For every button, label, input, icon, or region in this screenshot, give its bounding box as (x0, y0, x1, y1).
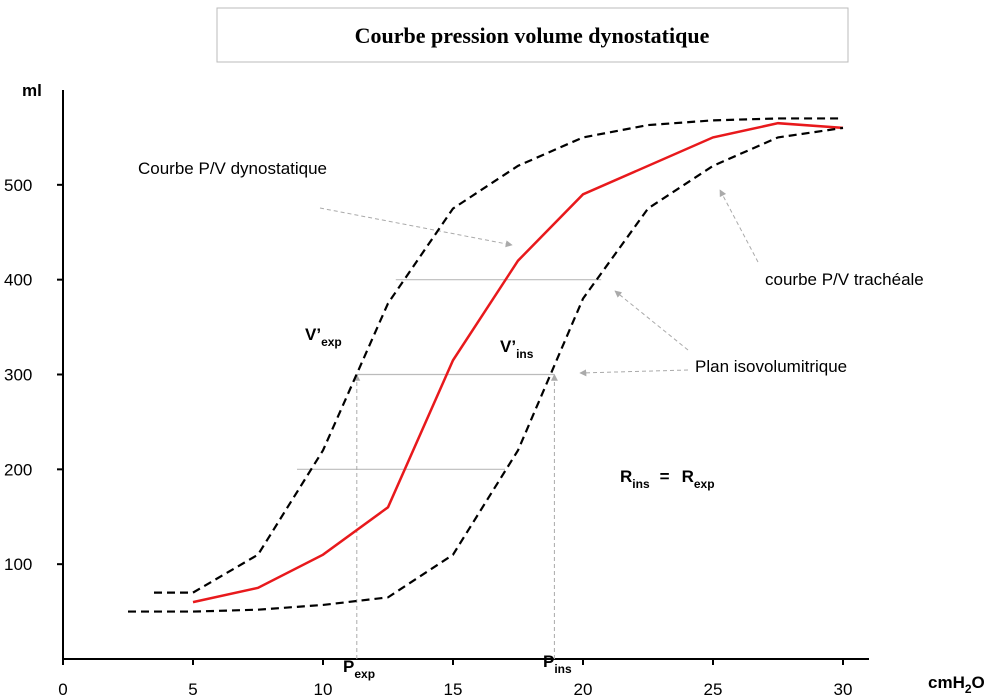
y-tick-label: 200 (4, 460, 32, 479)
x-tick-label: 5 (188, 680, 197, 697)
annotation: V’exp (305, 325, 342, 349)
annotation: courbe P/V trachéale (765, 270, 924, 289)
y-tick-label: 500 (4, 176, 32, 195)
chart-title: Courbe pression volume dynostatique (355, 23, 710, 48)
y-tick-label: 100 (4, 555, 32, 574)
x-tick-label: 0 (58, 680, 67, 697)
x-tick-label: 15 (444, 680, 463, 697)
annotation: Rins = Rexp (620, 467, 715, 491)
x-axis-label: cmH2O (928, 673, 985, 696)
arrow (579, 369, 689, 377)
annotation: Plan isovolumitrique (695, 357, 847, 376)
x-tick-label: 10 (314, 680, 333, 697)
y-tick-label: 400 (4, 271, 32, 290)
series-line (192, 121, 844, 604)
x-tick-label: 25 (704, 680, 723, 697)
annotation: Courbe P/V dynostatique (138, 159, 327, 178)
series-line (154, 117, 843, 594)
arrows (319, 189, 759, 377)
x-tick-label: 20 (574, 680, 593, 697)
arrow (614, 290, 689, 351)
y-tick-label: 300 (4, 366, 32, 385)
y-axis-label: ml (22, 81, 42, 100)
title-box (216, 7, 849, 63)
arrow (719, 189, 759, 263)
series-line (128, 126, 844, 613)
annotation: Pexp (343, 657, 375, 681)
x-tick-label: 30 (834, 680, 853, 697)
arrow (319, 207, 513, 248)
annotation: Pins (543, 652, 572, 676)
annotation: V’ins (500, 337, 534, 361)
